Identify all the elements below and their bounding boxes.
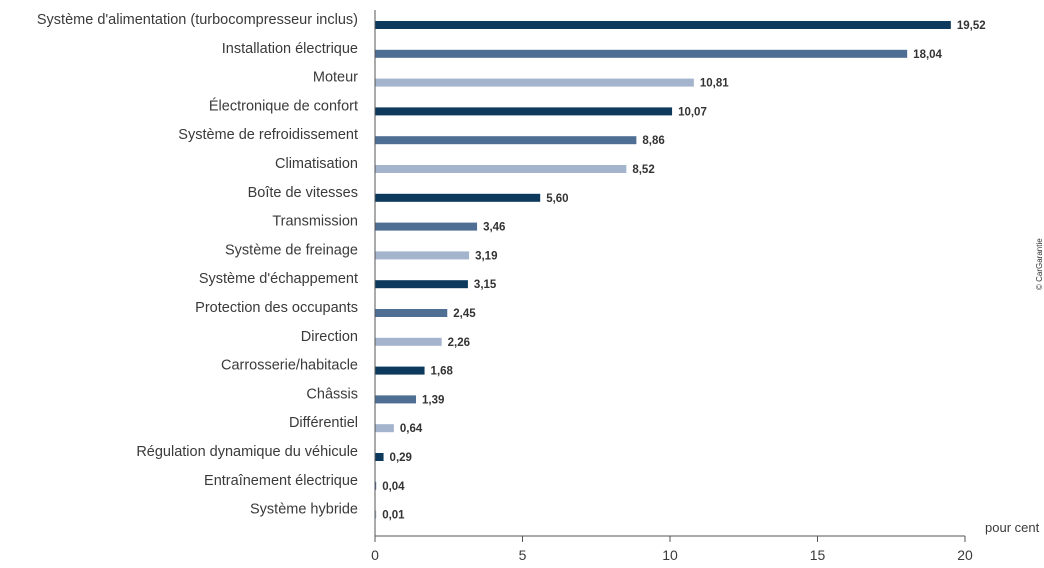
value-label: 10,81 — [700, 78, 729, 90]
value-label: 3,15 — [474, 279, 497, 291]
category-label: Installation électrique — [222, 41, 358, 57]
value-label: 1,68 — [431, 366, 454, 378]
value-labels: 19,52 18,04 10,81 10,07 8,86 8,52 5,60 3,46 3,19… — [382, 20, 985, 522]
bar — [375, 366, 425, 375]
category-label: Châssis — [306, 386, 358, 402]
bar — [375, 453, 384, 461]
bar — [375, 193, 541, 202]
value-label: 18,04 — [913, 49, 942, 61]
credit-label: © CarGarantie — [1035, 238, 1044, 290]
bar — [375, 251, 470, 260]
category-label: Protection des occupants — [195, 300, 358, 316]
bar — [375, 107, 673, 116]
bar — [375, 395, 417, 404]
bar — [375, 136, 637, 145]
value-label: 2,45 — [453, 308, 476, 320]
category-label: Boîte de vitesses — [248, 185, 358, 201]
category-label: Système de freinage — [225, 242, 358, 258]
bar — [375, 222, 478, 231]
bar — [375, 165, 627, 173]
value-label: 10,07 — [678, 106, 707, 118]
x-tick-label: 10 — [662, 547, 678, 563]
value-label: 0,01 — [382, 510, 405, 522]
bar — [375, 510, 377, 519]
category-label: Moteur — [313, 70, 358, 86]
category-label: Système d'alimentation (turbocompresseur… — [37, 12, 358, 28]
category-label: Électronique de confort — [209, 97, 358, 114]
value-label: 5,60 — [546, 193, 568, 205]
category-label: Régulation dynamique du véhicule — [136, 444, 358, 460]
x-tick-label: 15 — [810, 547, 826, 563]
bar — [375, 337, 442, 346]
x-axis-ticks: 0 5 10 15 20 — [371, 536, 973, 563]
bar — [375, 21, 951, 29]
bar — [375, 280, 468, 289]
bar — [375, 481, 377, 490]
value-label: 0,29 — [390, 452, 412, 464]
category-label: Carrosserie/habitacle — [221, 358, 358, 374]
value-label: 0,64 — [400, 423, 423, 435]
category-label: Système hybride — [250, 502, 358, 518]
value-label: 0,04 — [382, 481, 405, 493]
bar — [375, 309, 448, 317]
category-label: Différentiel — [289, 415, 358, 431]
value-label: 19,52 — [957, 20, 986, 32]
value-label: 3,46 — [483, 222, 505, 234]
bars-group — [375, 21, 951, 519]
category-labels: Système d'alimentation (turbocompresseur… — [37, 12, 358, 518]
value-label: 3,19 — [475, 250, 497, 262]
bar — [375, 424, 394, 433]
x-tick-label: 0 — [371, 547, 379, 563]
x-axis-unit-label: pour cent — [985, 520, 1040, 535]
value-label: 8,86 — [642, 135, 664, 147]
bar — [375, 78, 694, 87]
value-label: 2,26 — [448, 337, 470, 349]
bar — [375, 49, 908, 58]
category-label: Climatisation — [275, 156, 358, 172]
category-label: Transmission — [272, 214, 358, 230]
x-tick-label: 20 — [957, 547, 973, 563]
x-tick-label: 5 — [519, 547, 527, 563]
category-label: Entraînement électrique — [204, 473, 358, 489]
category-label: Système de refroidissement — [178, 127, 358, 143]
value-label: 8,52 — [632, 164, 654, 176]
category-label: Direction — [301, 329, 358, 345]
category-label: Système d'échappement — [199, 271, 358, 287]
value-label: 1,39 — [422, 394, 444, 406]
